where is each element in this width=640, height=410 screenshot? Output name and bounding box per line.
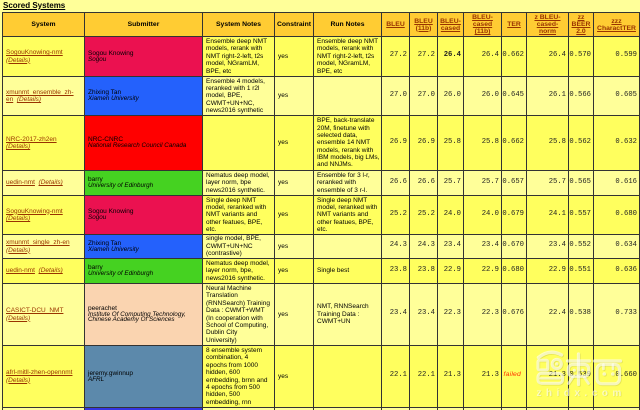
- svg-text:zhidx.com: zhidx.com: [537, 388, 626, 399]
- svg-text:zhidx.com: zhidx.com: [537, 389, 626, 400]
